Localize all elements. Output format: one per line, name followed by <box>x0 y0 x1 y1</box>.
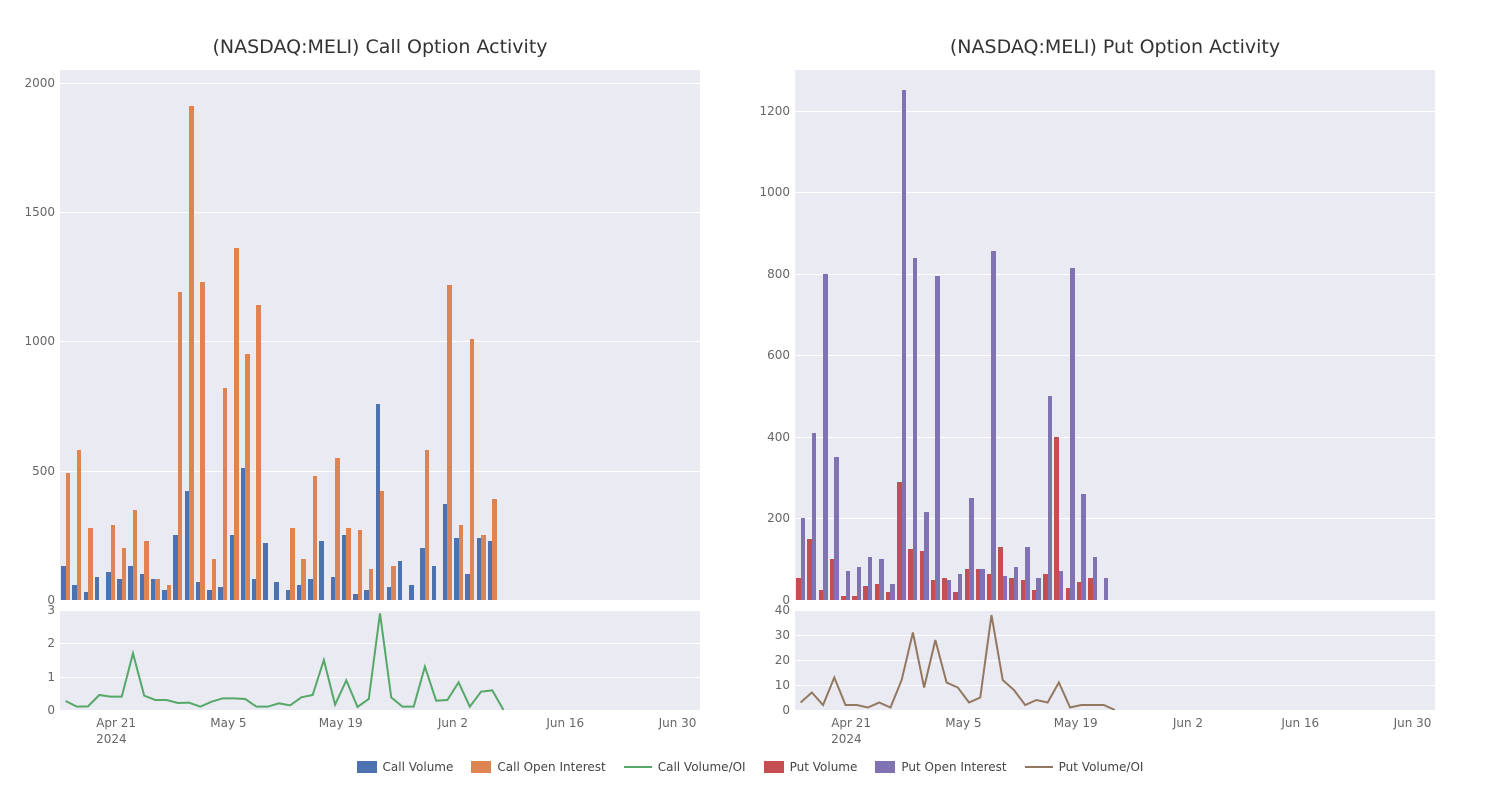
xtick-year: 2024 <box>96 732 127 746</box>
xtick-label: Jun 16 <box>1281 716 1319 730</box>
ytick-label: 40 <box>750 603 790 617</box>
legend-item: Call Open Interest <box>471 760 605 774</box>
ytick-label: 1000 <box>750 185 790 199</box>
xtick-label: Jun 30 <box>659 716 697 730</box>
legend-item: Call Volume/OI <box>624 760 746 774</box>
ytick-label: 800 <box>750 267 790 281</box>
ytick-label: 0 <box>15 703 55 717</box>
xtick-label: Apr 21 <box>96 716 136 730</box>
ytick-label: 3 <box>15 603 55 617</box>
ytick-label: 2000 <box>15 76 55 90</box>
xtick-label: Apr 21 <box>831 716 871 730</box>
ytick-label: 1200 <box>750 104 790 118</box>
ytick-label: 400 <box>750 430 790 444</box>
legend-item: Put Volume/OI <box>1025 760 1144 774</box>
ytick-label: 1000 <box>15 334 55 348</box>
line-series <box>60 610 700 710</box>
figure: (NASDAQ:MELI) Call Option Activity (NASD… <box>0 0 1500 800</box>
legend-swatch-icon <box>764 761 784 773</box>
xtick-label: May 5 <box>210 716 246 730</box>
legend-line-icon <box>1025 766 1053 768</box>
panel-call-ratio <box>60 0 700 710</box>
legend-label: Call Volume <box>383 760 454 774</box>
legend-swatch-icon <box>357 761 377 773</box>
ytick-label: 30 <box>750 628 790 642</box>
panel-put-ratio <box>795 0 1435 710</box>
gridline <box>60 710 700 711</box>
xtick-label: May 19 <box>319 716 363 730</box>
legend: Call Volume Call Open Interest Call Volume… <box>0 760 1500 774</box>
xtick-label: Jun 30 <box>1394 716 1432 730</box>
legend-item: Put Open Interest <box>875 760 1006 774</box>
ytick-label: 0 <box>750 703 790 717</box>
ytick-label: 500 <box>15 464 55 478</box>
ytick-label: 200 <box>750 511 790 525</box>
ytick-label: 600 <box>750 348 790 362</box>
xtick-label: Jun 2 <box>1173 716 1203 730</box>
plot-put-ratio <box>795 610 1435 710</box>
ytick-label: 1500 <box>15 205 55 219</box>
legend-label: Put Volume/OI <box>1059 760 1144 774</box>
xtick-label: Jun 2 <box>438 716 468 730</box>
ytick-label: 10 <box>750 678 790 692</box>
xtick-label: Jun 16 <box>546 716 584 730</box>
xtick-label: May 19 <box>1054 716 1098 730</box>
ytick-label: 1 <box>15 670 55 684</box>
legend-label: Put Open Interest <box>901 760 1006 774</box>
legend-swatch-icon <box>471 761 491 773</box>
ytick-label: 20 <box>750 653 790 667</box>
xtick-label: May 5 <box>945 716 981 730</box>
legend-swatch-icon <box>875 761 895 773</box>
gridline <box>795 710 1435 711</box>
legend-item: Put Volume <box>764 760 858 774</box>
legend-label: Call Volume/OI <box>658 760 746 774</box>
legend-label: Call Open Interest <box>497 760 605 774</box>
legend-label: Put Volume <box>790 760 858 774</box>
line-series <box>795 610 1435 710</box>
xtick-year: 2024 <box>831 732 862 746</box>
ytick-label: 2 <box>15 636 55 650</box>
plot-call-ratio <box>60 610 700 710</box>
legend-item: Call Volume <box>357 760 454 774</box>
legend-line-icon <box>624 766 652 768</box>
